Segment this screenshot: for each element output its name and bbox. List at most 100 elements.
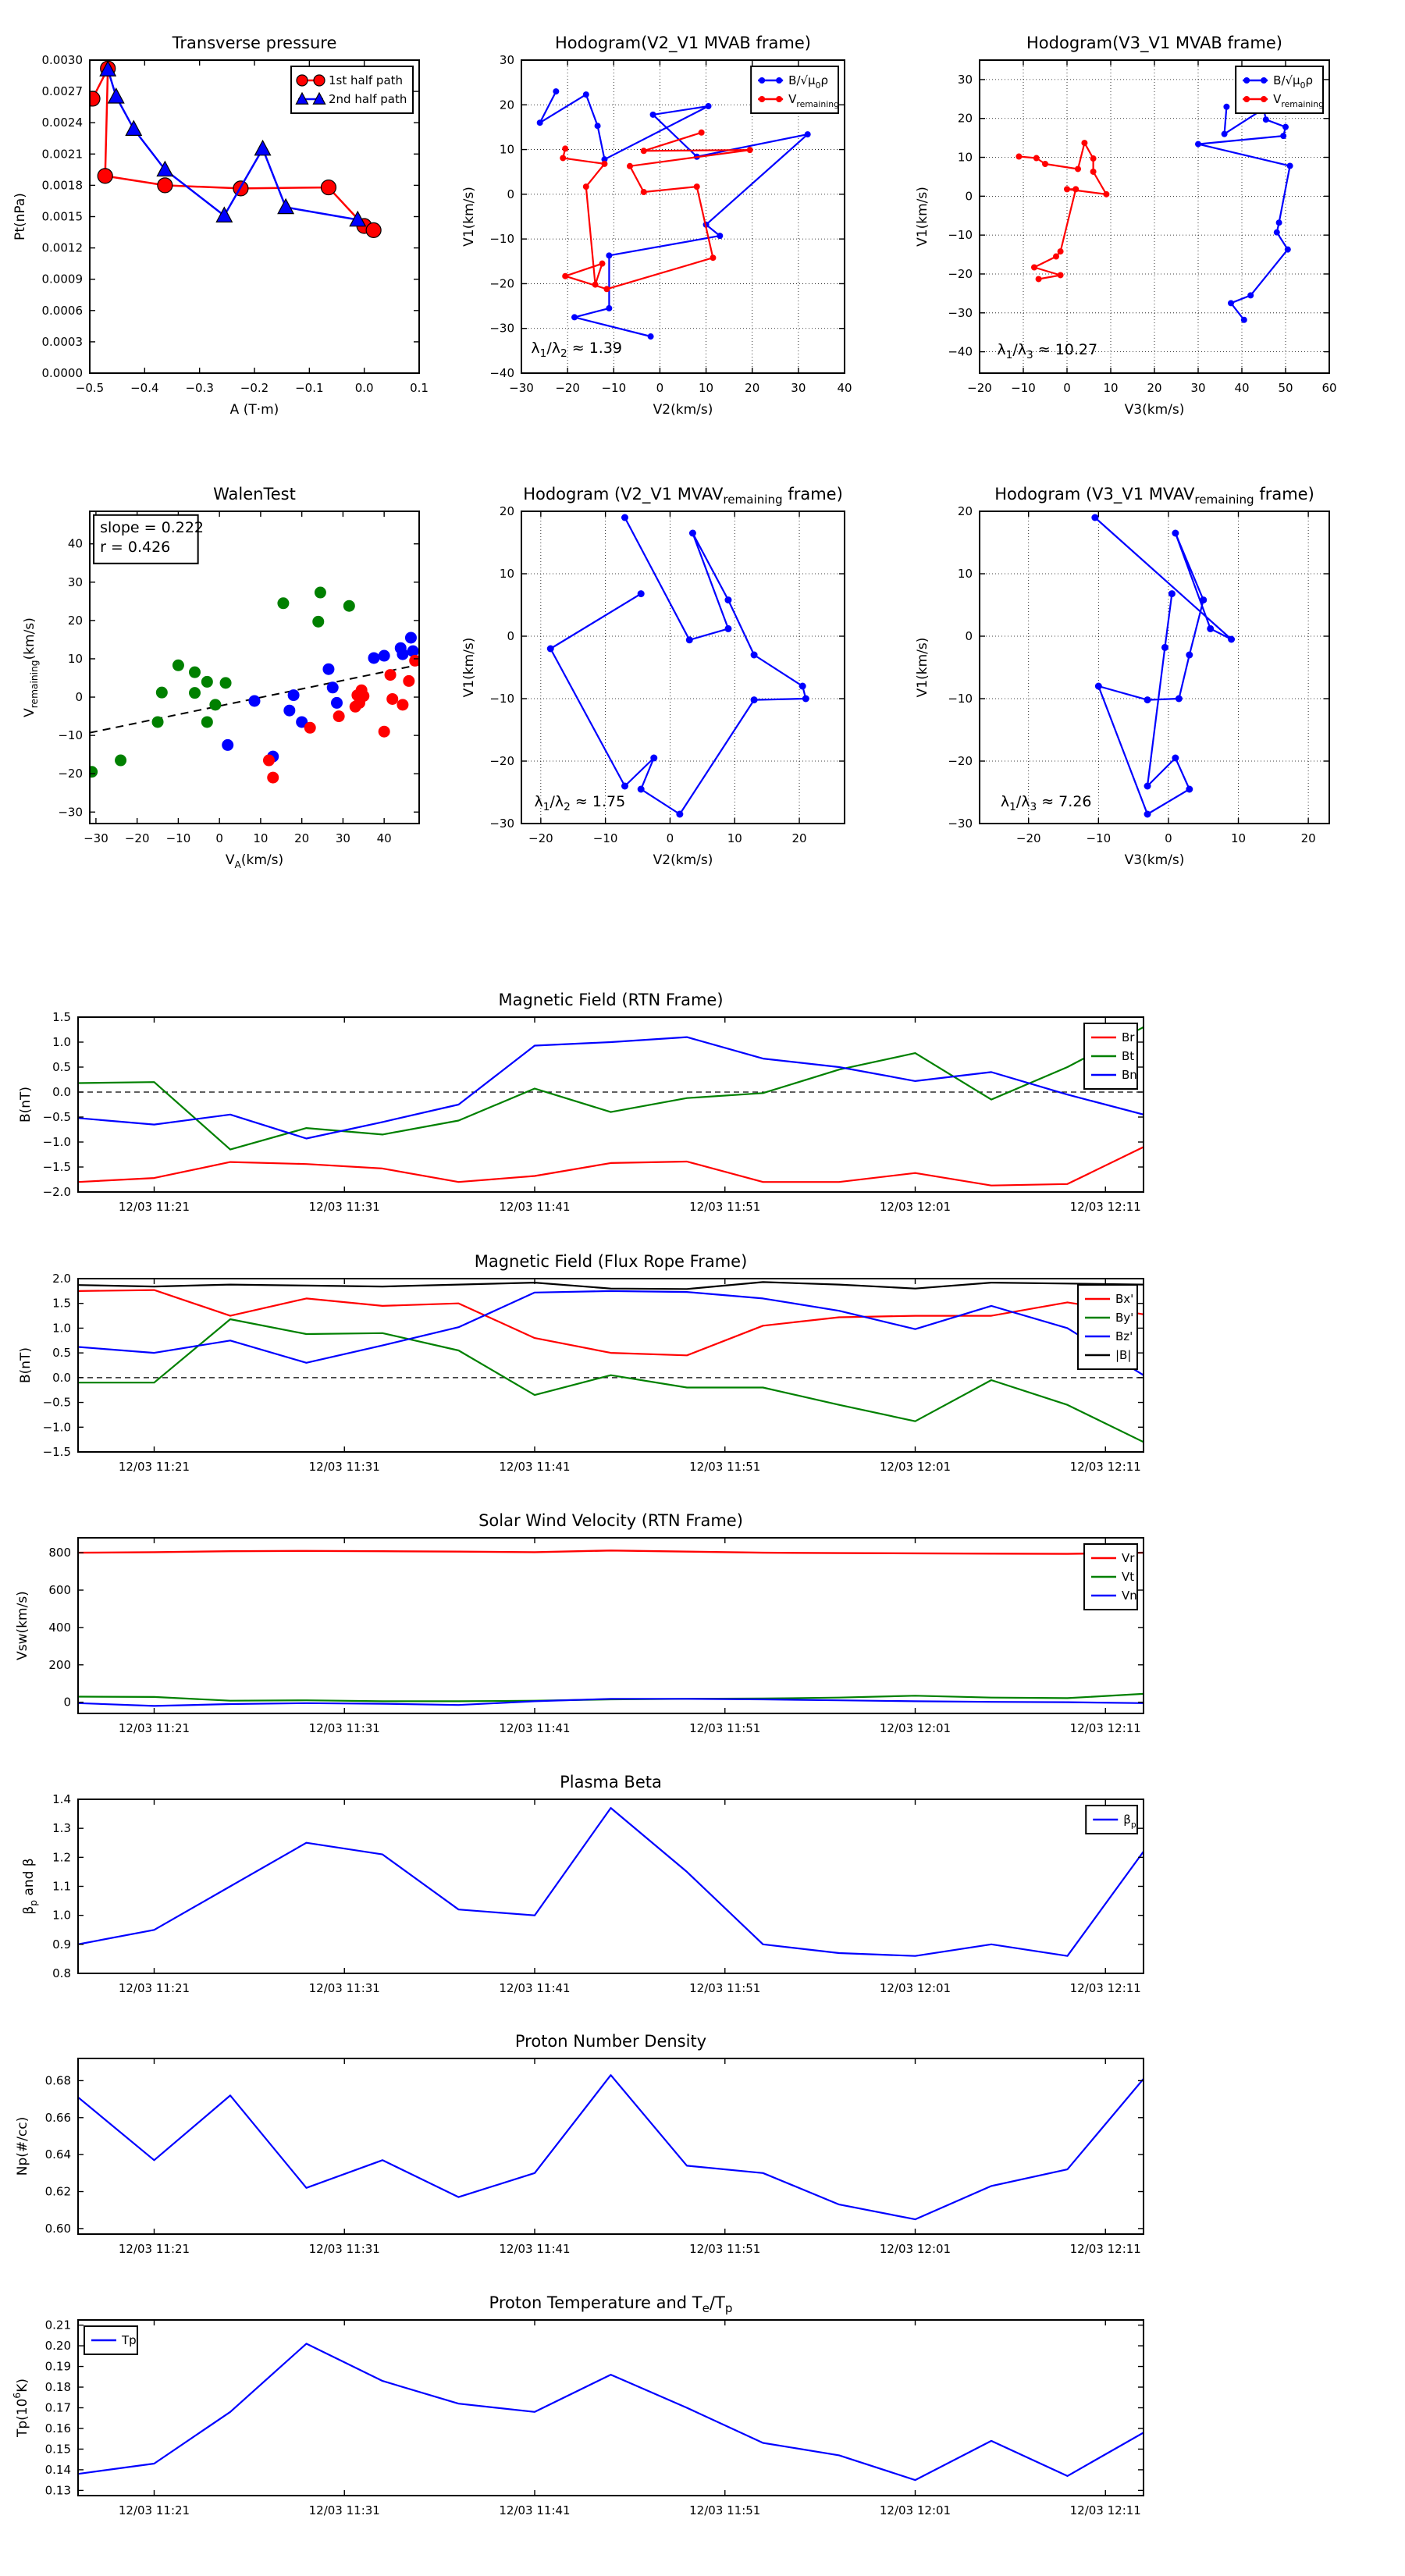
svg-text:12/03 11:41: 12/03 11:41 <box>499 2503 570 2517</box>
svg-text:λ1/λ2 ≈ 1.39: λ1/λ2 ≈ 1.39 <box>531 340 622 360</box>
series-|B| <box>78 1281 1144 1290</box>
ticks: 12/03 11:21 12/03 11:31 12/03 11:41 12/03 1… <box>45 2058 1144 2256</box>
svg-text:−1.5: −1.5 <box>43 1445 71 1459</box>
svg-text:12/03 11:21: 12/03 11:21 <box>119 2242 190 2256</box>
svg-text:0.5: 0.5 <box>52 1346 71 1360</box>
legend-label: Tp <box>121 2333 137 2347</box>
ticks: −20 −10 0 10 20 30 40 50 60 −40 −30 −20 −10 0 10 20 30 <box>948 60 1337 395</box>
svg-text:0: 0 <box>63 1695 71 1710</box>
svg-text:0.18: 0.18 <box>45 2380 71 2394</box>
svg-text:12/03 11:21: 12/03 11:21 <box>119 1200 190 1214</box>
gridlines <box>521 511 845 824</box>
svg-text:−20: −20 <box>58 767 83 781</box>
svg-text:10: 10 <box>1103 381 1118 395</box>
svg-text:12/03 11:31: 12/03 11:31 <box>309 2242 380 2256</box>
chart-hodogram-v3v1-mvab: −20 −10 0 10 20 30 40 50 60 −40 −30 −20 −10 0 10 20 30 Ho… <box>896 9 1405 501</box>
svg-text:−20: −20 <box>489 754 514 768</box>
legend: βp <box>1085 1805 1138 1834</box>
svg-text:12/03 11:41: 12/03 11:41 <box>499 1200 570 1214</box>
series-group <box>78 2343 1144 2482</box>
svg-text:12/03 11:31: 12/03 11:31 <box>309 1981 380 1995</box>
svg-text:1.0: 1.0 <box>52 1909 71 1923</box>
svg-text:0.16: 0.16 <box>45 2421 71 2435</box>
legend-label: B/√μ0ρ <box>1273 73 1313 91</box>
svg-text:12/03 12:01: 12/03 12:01 <box>880 2503 951 2517</box>
svg-text:12/03 11:51: 12/03 11:51 <box>689 2503 760 2517</box>
svg-text:0.17: 0.17 <box>45 2401 71 2415</box>
svg-text:12/03 12:11: 12/03 12:11 <box>1070 2242 1141 2256</box>
legend-label: Bz' <box>1115 1329 1133 1343</box>
p1-plot: −0.5 −0.4 −0.3 −0.2 −0.1 0.0 0.1 0.0000 0.0003 0.… <box>12 34 429 418</box>
svg-text:−20: −20 <box>948 754 973 768</box>
svg-text:10: 10 <box>500 143 514 157</box>
svg-text:12/03 11:31: 12/03 11:31 <box>309 1200 380 1214</box>
svg-text:1.2: 1.2 <box>52 1850 71 1864</box>
ticks: −20 −10 0 10 20 −30 −20 −10 0 10 20 <box>489 504 845 845</box>
svg-text:0.8: 0.8 <box>52 1966 71 1980</box>
svg-text:0.64: 0.64 <box>45 2147 71 2161</box>
chart-title: WalenTest <box>213 485 296 503</box>
svg-text:−1.5: −1.5 <box>43 1160 71 1174</box>
svg-text:200: 200 <box>48 1658 71 1672</box>
chart-title: Hodogram(V3_V1 MVAB frame) <box>1026 34 1282 53</box>
x-axis-label: V2(km/s) <box>653 852 713 868</box>
svg-text:20: 20 <box>68 614 83 628</box>
svg-text:−0.5: −0.5 <box>43 1396 71 1410</box>
svg-text:0.21: 0.21 <box>45 2318 71 2332</box>
series-V remaining <box>1016 140 1110 283</box>
svg-text:1.3: 1.3 <box>52 1821 71 1835</box>
svg-text:0.68: 0.68 <box>45 2073 71 2087</box>
x-axis-label: V3(km/s) <box>1125 852 1185 868</box>
ticks: 12/03 11:21 12/03 11:31 12/03 11:41 12/03 1… <box>43 1010 1144 1214</box>
svg-text:−1.0: −1.0 <box>43 1420 71 1434</box>
legend-label: 2nd half path <box>329 92 407 106</box>
svg-text:−40: −40 <box>489 366 514 380</box>
svg-text:12/03 12:01: 12/03 12:01 <box>880 1460 951 1474</box>
svg-text:12/03 12:01: 12/03 12:01 <box>880 1981 951 1995</box>
svg-text:−20: −20 <box>528 831 553 845</box>
legend-label: Bx' <box>1115 1292 1133 1306</box>
axes-box <box>77 1799 1144 1974</box>
annotation: λ1/λ2 ≈ 1.39 <box>531 340 622 360</box>
series-group <box>78 1281 1144 1443</box>
legend: 1st half path 2nd half path <box>290 66 414 114</box>
svg-text:1.4: 1.4 <box>52 1792 71 1806</box>
svg-text:−0.3: −0.3 <box>185 381 213 395</box>
svg-text:12/03 12:11: 12/03 12:11 <box>1070 2503 1141 2517</box>
svg-text:1.5: 1.5 <box>52 1297 71 1311</box>
svg-text:0.60: 0.60 <box>45 2222 71 2236</box>
svg-text:30: 30 <box>68 575 83 589</box>
svg-text:λ1/λ3 ≈ 10.27: λ1/λ3 ≈ 10.27 <box>997 341 1097 361</box>
gridlines <box>979 60 1330 373</box>
svg-text:12/03 11:21: 12/03 11:21 <box>119 2503 190 2517</box>
svg-text:10: 10 <box>958 567 973 581</box>
svg-text:−30: −30 <box>84 831 108 845</box>
svg-text:20: 20 <box>500 98 514 112</box>
p9-plot: 12/03 11:21 12/03 11:31 12/03 11:41 12/03 1… <box>15 1511 1144 1735</box>
legend-label: By' <box>1115 1311 1133 1325</box>
series-group <box>90 60 382 238</box>
p10-plot: 12/03 11:21 12/03 11:31 12/03 11:41 12/03 1… <box>21 1773 1144 1995</box>
svg-text:−10: −10 <box>948 228 973 242</box>
y-axis-label: Vremaining(km/s) <box>22 617 40 717</box>
svg-text:λ1/λ2 ≈ 1.75: λ1/λ2 ≈ 1.75 <box>535 793 626 813</box>
svg-text:1.0: 1.0 <box>52 1321 71 1335</box>
y-axis-label: Pt(nPa) <box>12 193 28 240</box>
svg-text:0.0021: 0.0021 <box>42 147 84 161</box>
svg-text:10: 10 <box>1231 831 1246 845</box>
svg-text:−0.5: −0.5 <box>43 1110 71 1124</box>
svg-text:0.19: 0.19 <box>45 2360 71 2374</box>
svg-text:20: 20 <box>1301 831 1316 845</box>
p12-plot: 12/03 11:21 12/03 11:31 12/03 11:41 12/03 1… <box>12 2293 1144 2517</box>
svg-text:0: 0 <box>1063 381 1071 395</box>
svg-text:−0.2: −0.2 <box>240 381 269 395</box>
svg-text:400: 400 <box>48 1621 71 1635</box>
svg-text:50: 50 <box>1278 381 1293 395</box>
p5-plot: −20 −10 0 10 20 −30 −20 −10 0 10 20 Hodogram (V2_V1… <box>461 485 845 868</box>
svg-text:−10: −10 <box>1086 831 1111 845</box>
svg-text:0.0030: 0.0030 <box>42 53 84 67</box>
series-group <box>78 2074 1144 2221</box>
legend-label: B/√μ0ρ <box>788 73 828 91</box>
svg-text:0: 0 <box>75 690 83 704</box>
svg-text:0: 0 <box>507 629 514 643</box>
